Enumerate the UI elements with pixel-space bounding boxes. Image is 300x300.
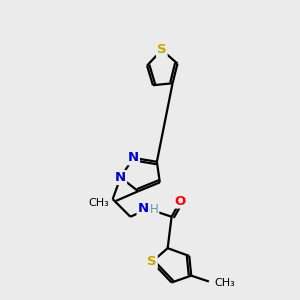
Text: H: H (150, 203, 159, 216)
Text: CH₃: CH₃ (88, 198, 109, 208)
Text: N: N (128, 152, 139, 164)
Text: S: S (157, 44, 166, 56)
Text: S: S (147, 255, 157, 268)
Text: CH₃: CH₃ (215, 278, 236, 289)
Text: N: N (138, 202, 149, 215)
Text: O: O (175, 194, 186, 208)
Text: N: N (115, 171, 126, 184)
